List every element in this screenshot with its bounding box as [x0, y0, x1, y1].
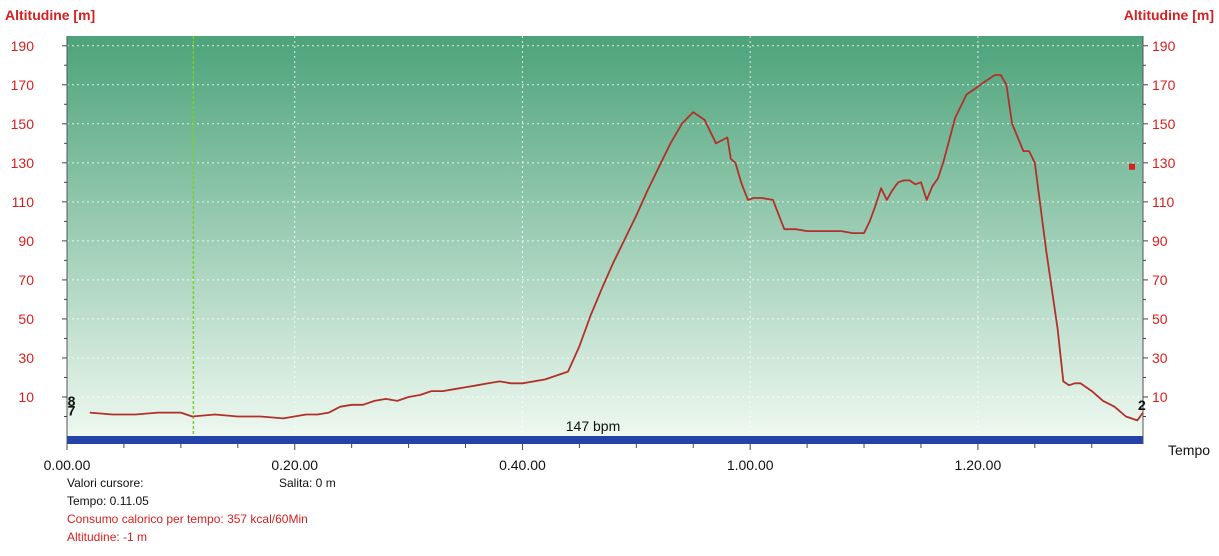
y-tick-label-left: 170 — [11, 77, 35, 93]
y-tick-label-right: 70 — [1152, 272, 1168, 288]
altitude-marker — [1129, 163, 1135, 170]
cursor-altitude: Altitudine: -1 m — [67, 530, 148, 544]
x-tick-label: 0.00.00 — [44, 457, 91, 473]
y-tick-label-left: 90 — [18, 233, 34, 249]
lap-marker-label: 8 — [68, 393, 76, 409]
x-tick-label: 1.00.00 — [727, 457, 774, 473]
y-tick-label-right: 10 — [1152, 389, 1168, 405]
y-tick-label-right: 150 — [1152, 116, 1176, 132]
y-tick-label-right: 190 — [1152, 38, 1176, 54]
y-tick-label-right: 90 — [1152, 233, 1168, 249]
y-tick-label-right: 170 — [1152, 77, 1176, 93]
x-tick-label: 0.20.00 — [271, 457, 318, 473]
y-tick-label-left: 190 — [11, 38, 35, 54]
calorie-consumption: Consumo calorico per tempo: 357 kcal/60M… — [67, 512, 308, 526]
plot-area — [67, 36, 1143, 436]
x-tick-label: 0.40.00 — [499, 457, 546, 473]
altitude-line — [89, 74, 1144, 422]
climb-value: Salita: 0 m — [279, 476, 336, 490]
y-axis-label-right: Altitudine [m] — [1124, 7, 1214, 23]
y-tick-label-right: 30 — [1152, 350, 1168, 366]
y-axis-label-left: Altitudine [m] — [5, 7, 95, 23]
x-axis-label: Tempo — [1168, 442, 1210, 458]
cursor-values-label: Valori cursore: — [67, 476, 144, 490]
heart-rate-label: 147 bpm — [566, 418, 620, 434]
y-tick-label-left: 130 — [11, 155, 35, 171]
heart-rate-bar — [67, 436, 1143, 444]
y-tick-label-left: 30 — [18, 350, 34, 366]
cursor-time: Tempo: 0.11.05 — [67, 494, 149, 508]
y-tick-label-left: 110 — [12, 194, 35, 210]
lap-marker-label: 7 — [68, 403, 76, 419]
x-tick-label: 1.20.00 — [955, 457, 1002, 473]
y-tick-label-left: 50 — [18, 311, 34, 327]
y-tick-label-left: 150 — [11, 116, 35, 132]
lap-marker-label: 2 — [1138, 397, 1146, 413]
y-tick-label-left: 10 — [18, 389, 34, 405]
grid-lines — [67, 36, 1143, 436]
y-tick-label-right: 130 — [1152, 155, 1176, 171]
y-tick-label-right: 110 — [1152, 194, 1175, 210]
y-tick-label-left: 70 — [18, 272, 34, 288]
y-tick-label-right: 50 — [1152, 311, 1168, 327]
